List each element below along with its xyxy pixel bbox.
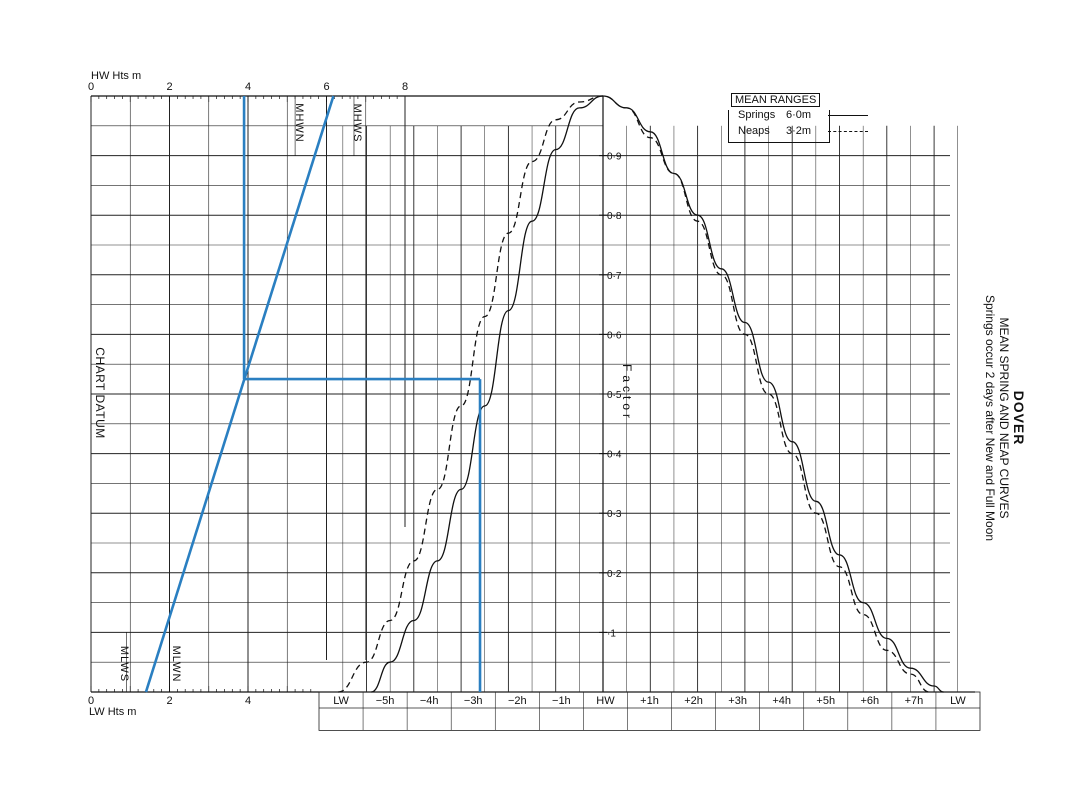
example-construction	[144, 95, 482, 693]
time-tick-label: −4h	[420, 695, 439, 707]
lw-axis-label: LW Hts m	[89, 706, 137, 718]
factor-tick-label: 0·7	[607, 271, 622, 282]
legend-item-neaps: Neaps 3·2m	[728, 123, 876, 139]
legend-springs-name: Springs	[738, 109, 776, 121]
curves	[337, 95, 944, 693]
lw-tick-label: 2	[167, 695, 173, 707]
legend-neaps-name: Neaps	[738, 125, 770, 137]
time-tick-label: +1h	[640, 695, 659, 707]
curve-neaps	[337, 95, 930, 693]
legend-neaps-value: 3·2m	[786, 125, 812, 137]
time-tick-label: +3h	[728, 695, 747, 707]
factor-tick-label: 0·9	[607, 152, 622, 163]
hw-tick-label: 8	[402, 81, 408, 93]
time-table	[318, 691, 981, 731]
time-tick-label: HW	[596, 695, 615, 707]
chart-title: DOVER	[1011, 390, 1027, 446]
chart-note: Springs occur 2 days after New and Full …	[983, 294, 997, 542]
lw-tick-label: 4	[245, 695, 251, 707]
time-tick-label: LW	[950, 695, 966, 707]
legend: MEAN RANGES Springs 6·0m Neaps 3·2m	[728, 93, 876, 143]
time-tick-label: +2h	[684, 695, 703, 707]
axis-labels: ·1 0·2 0·3 0·4 0·5 0·6 0·7 0·8 0·9 0 2 4 6 8 0 2 4 LW −5h −…	[88, 81, 966, 707]
chart-subtitle: MEAN SPRING AND NEAP CURVES	[997, 317, 1011, 519]
hw-tick-label: 2	[167, 81, 173, 93]
time-tick-label: −3h	[464, 695, 483, 707]
time-tick-label: +5h	[816, 695, 835, 707]
legend-item-springs: Springs 6·0m	[728, 107, 876, 123]
legend-title: MEAN RANGES	[731, 93, 821, 107]
grid	[90, 95, 981, 731]
factor-tick-label: 0·3	[607, 509, 622, 520]
lw-tick-label: 0	[88, 695, 94, 707]
time-tick-label: LW	[333, 695, 349, 707]
curve-springs	[370, 95, 944, 693]
time-tick-label: +7h	[905, 695, 924, 707]
legend-springs-swatch	[828, 114, 868, 116]
range-line	[144, 95, 335, 693]
factor-tick-label: ·1	[607, 628, 616, 639]
legend-springs-value: 6·0m	[786, 109, 812, 121]
factor-tick-label: 0·5	[607, 390, 622, 401]
factor-tick-label: 0·8	[607, 211, 622, 222]
hw-tick-label: 0	[88, 81, 94, 93]
factor-tick-label: 0·4	[607, 450, 622, 461]
factor-tick-label: 0·2	[607, 569, 622, 580]
legend-neaps-swatch	[828, 130, 868, 132]
time-tick-label: −2h	[508, 695, 527, 707]
hw-tick-label: 4	[245, 81, 251, 93]
time-tick-label: +4h	[772, 695, 791, 707]
factor-tick-label: 0·6	[607, 330, 622, 341]
time-tick-label: +6h	[860, 695, 879, 707]
hw-tick-label: 6	[324, 81, 330, 93]
time-tick-label: −1h	[552, 695, 571, 707]
time-tick-label: −5h	[376, 695, 395, 707]
hw-axis-label: HW Hts m	[91, 70, 142, 82]
